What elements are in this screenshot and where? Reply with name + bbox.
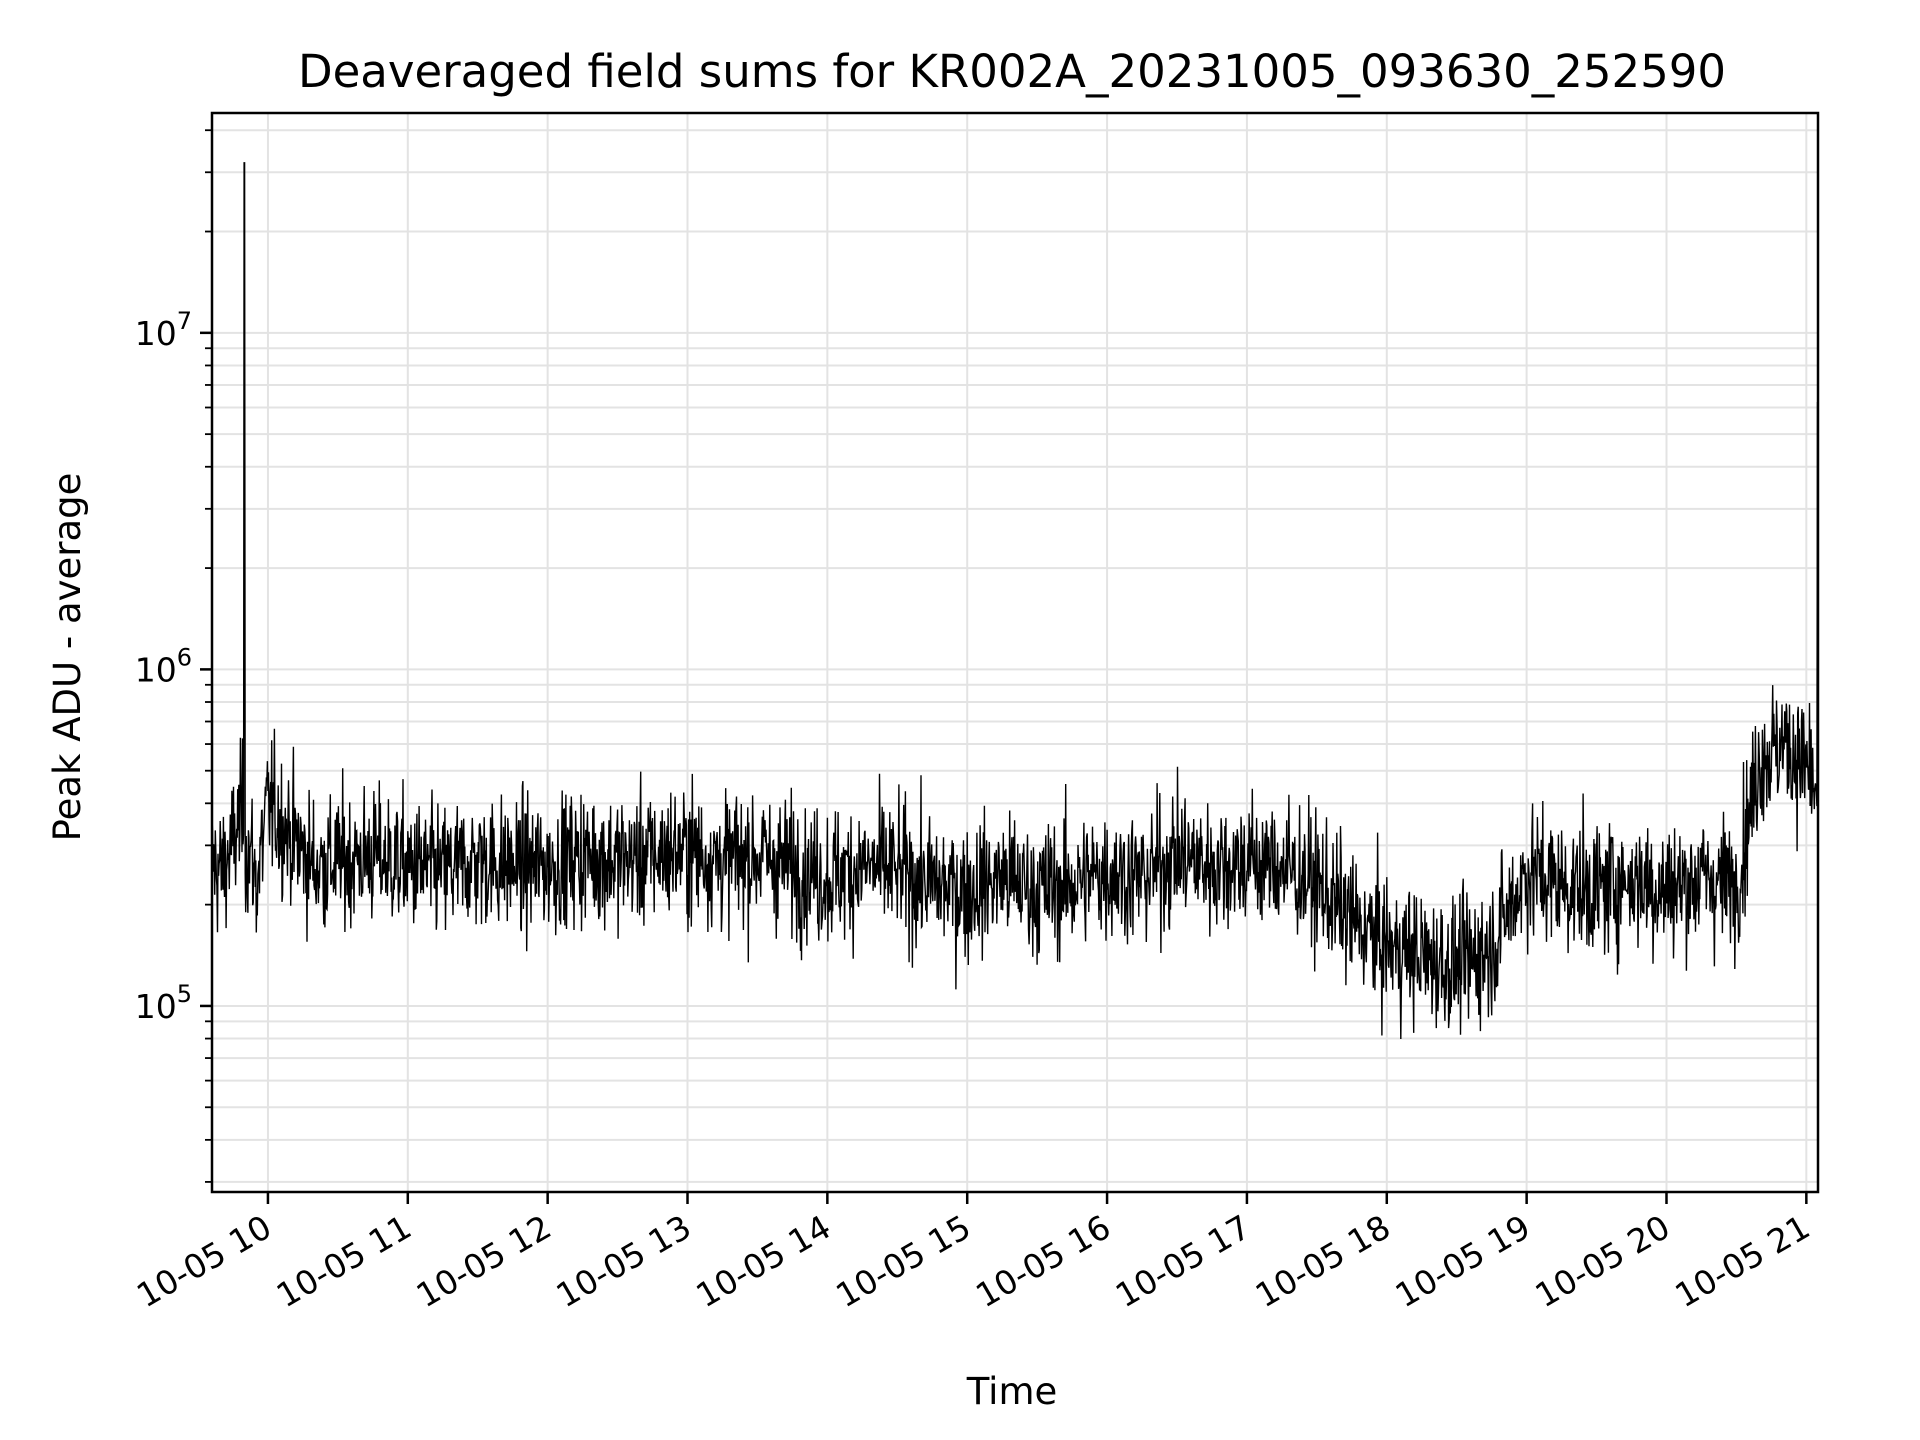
x-tick-label: 10-05 21 [1668, 1207, 1816, 1315]
series-layer [211, 162, 1819, 1040]
x-tick-label: 10-05 17 [1109, 1207, 1257, 1315]
chart-title: Deaveraged field sums for KR002A_2023100… [298, 45, 1726, 98]
x-tick-label: 10-05 15 [829, 1207, 977, 1315]
series-line-0 [211, 162, 1819, 1040]
grid [212, 113, 1818, 1192]
y-tick-label: 107 [135, 307, 192, 353]
x-tick-label: 10-05 19 [1389, 1207, 1537, 1315]
y-axis-label: Peak ADU - average [46, 473, 89, 842]
x-tick-label: 10-05 12 [410, 1207, 558, 1315]
x-tick-label: 10-05 13 [550, 1207, 698, 1315]
plot-frame [210, 111, 1820, 1194]
x-tick-label: 10-05 11 [270, 1207, 418, 1315]
y-tick-label: 105 [135, 980, 192, 1026]
x-tick-label: 10-05 16 [969, 1207, 1117, 1315]
y-tick-label: 106 [135, 643, 192, 689]
x-axis-label: Time [966, 1370, 1058, 1413]
x-tick-label: 10-05 20 [1528, 1207, 1676, 1315]
x-tick-label: 10-05 18 [1249, 1207, 1397, 1315]
x-tick-label: 10-05 14 [689, 1207, 837, 1315]
x-tick-label: 10-05 10 [130, 1207, 278, 1315]
